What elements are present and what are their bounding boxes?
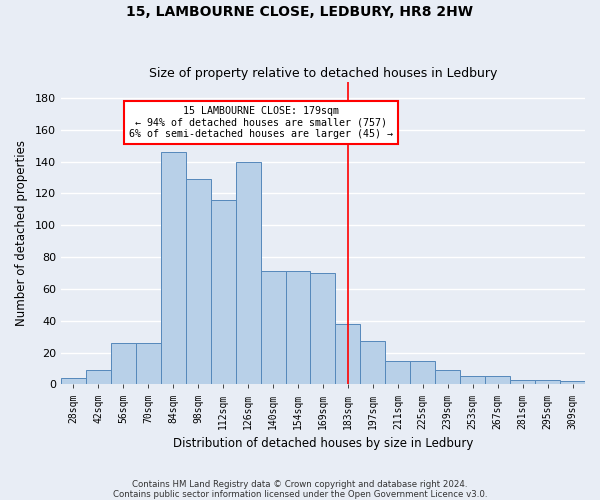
Bar (485, 376, 510, 384)
Bar (310, 273, 335, 384)
Bar (335, 324, 361, 384)
X-axis label: Distribution of detached houses by size in Ledbury: Distribution of detached houses by size … (173, 437, 473, 450)
Bar (61, 378, 86, 384)
Bar (361, 342, 385, 384)
Bar (86, 370, 111, 384)
Text: 15, LAMBOURNE CLOSE, LEDBURY, HR8 2HW: 15, LAMBOURNE CLOSE, LEDBURY, HR8 2HW (127, 5, 473, 19)
Bar (410, 360, 435, 384)
Bar (535, 380, 560, 384)
Bar (385, 360, 410, 384)
Title: Size of property relative to detached houses in Ledbury: Size of property relative to detached ho… (149, 66, 497, 80)
Bar (560, 381, 585, 384)
Bar (510, 380, 535, 384)
Bar (111, 343, 136, 384)
Bar (161, 152, 186, 384)
Bar (236, 162, 260, 384)
Bar (211, 200, 236, 384)
Text: 15 LAMBOURNE CLOSE: 179sqm  
← 94% of detached houses are smaller (757)
6% of se: 15 LAMBOURNE CLOSE: 179sqm ← 94% of deta… (128, 106, 392, 139)
Bar (286, 272, 310, 384)
Bar (186, 179, 211, 384)
Text: Contains HM Land Registry data © Crown copyright and database right 2024.
Contai: Contains HM Land Registry data © Crown c… (113, 480, 487, 499)
Bar (460, 376, 485, 384)
Y-axis label: Number of detached properties: Number of detached properties (15, 140, 28, 326)
Bar (435, 370, 460, 384)
Bar (136, 343, 161, 384)
Bar (260, 272, 286, 384)
